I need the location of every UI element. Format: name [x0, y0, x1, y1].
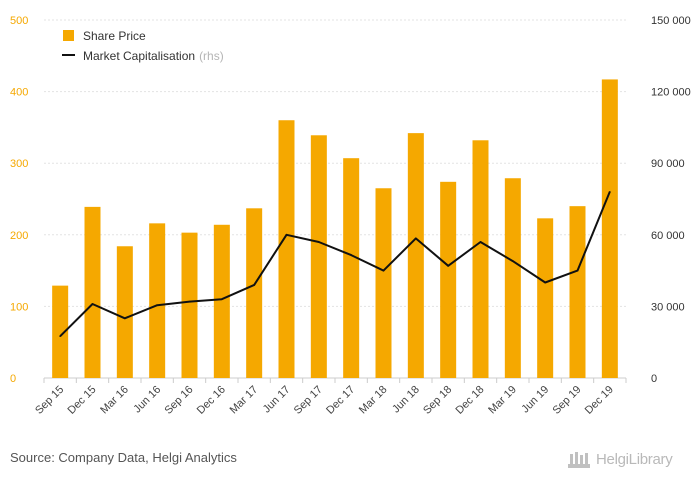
x-tick-label: Dec 16	[195, 384, 228, 417]
share-price-bar	[52, 285, 69, 378]
market-cap-point	[382, 269, 385, 272]
market-cap-point	[415, 237, 417, 240]
right-tick-label: 60 000	[651, 230, 685, 242]
share-price-bar	[246, 208, 263, 378]
market-cap-point	[221, 298, 223, 301]
share-price-bar	[504, 178, 521, 378]
legend-label-market-cap: Market Capitalisation (rhs)	[83, 49, 224, 63]
x-tick-label: Sep 19	[550, 384, 583, 417]
market-cap-point	[544, 281, 546, 284]
share-price-bar	[278, 120, 295, 379]
left-axis: 0 100 200 300 400 500	[10, 15, 28, 385]
legend: Share Price Market Capitalisation (rhs)	[62, 29, 224, 63]
brand-name: HelgiLibrary	[596, 451, 673, 468]
brand-logo[interactable]: HelgiLibrary	[566, 449, 694, 471]
market-cap-point	[253, 284, 255, 286]
share-price-bar	[343, 158, 360, 378]
right-tick-label: 120 000	[651, 87, 691, 99]
legend-label-share-price: Share Price	[83, 29, 146, 43]
legend-swatch-share-price	[63, 30, 74, 41]
market-cap-point	[91, 303, 94, 305]
right-tick-label: 30 000	[651, 301, 685, 313]
share-price-bar	[537, 218, 554, 378]
market-cap-point	[156, 304, 158, 307]
share-price-bar	[472, 140, 489, 378]
right-tick-label: 90 000	[651, 158, 685, 170]
share-price-bar	[181, 232, 198, 378]
x-tick-label: Mar 18	[357, 384, 390, 417]
x-tick-label: Jun 16	[131, 384, 163, 416]
market-cap-point	[479, 241, 482, 243]
legend-label-market-cap-name: Market Capitalisation	[83, 49, 195, 63]
x-tick-label: Jun 19	[519, 384, 551, 416]
market-cap-point	[512, 260, 514, 262]
x-tick-label: Sep 17	[292, 384, 325, 417]
x-tick-label: Mar 17	[228, 384, 261, 417]
market-cap-point	[285, 234, 288, 236]
share-price-bar	[375, 188, 392, 378]
share-price-bar	[440, 181, 457, 378]
market-cap-point	[576, 269, 579, 272]
share-price-bar	[601, 79, 618, 378]
library-icon	[568, 452, 590, 468]
x-axis: Sep 15 Dec 15 Mar 16 Jun 16 Sep 16 Dec 16 Mar …	[33, 378, 627, 417]
market-cap-point	[350, 254, 352, 256]
x-tick-label: Dec 15	[65, 384, 98, 417]
market-cap-series-line	[59, 191, 611, 337]
chart: 0 100 200 300 400 500 0 30 000 60 000 90 000 120 …	[10, 15, 691, 417]
share-price-bar	[213, 224, 230, 378]
left-tick-label: 300	[10, 158, 28, 170]
x-tick-label: Jun 18	[390, 384, 422, 416]
x-tick-label: Dec 18	[453, 384, 486, 417]
x-tick-label: Jun 17	[261, 384, 293, 416]
share-price-bar	[407, 133, 424, 378]
market-cap-point	[447, 265, 449, 267]
right-tick-label: 0	[651, 373, 657, 385]
share-price-bar	[116, 246, 133, 378]
x-tick-label: Mar 19	[486, 384, 519, 417]
share-price-bars	[52, 79, 618, 379]
legend-label-rhs: (rhs)	[199, 49, 224, 63]
right-tick-label: 150 000	[651, 15, 691, 27]
x-tick-label: Dec 17	[324, 384, 357, 417]
market-cap-point	[609, 191, 611, 193]
left-tick-label: 100	[10, 301, 28, 313]
x-tick-label: Dec 19	[583, 384, 616, 417]
share-price-bar	[149, 223, 166, 378]
market-cap-point	[318, 241, 320, 243]
left-tick-label: 500	[10, 15, 28, 27]
market-cap-point	[124, 317, 126, 320]
right-axis: 0 30 000 60 000 90 000 120 000 150 000	[651, 15, 691, 385]
left-tick-label: 0	[10, 373, 16, 385]
market-cap-point	[59, 335, 61, 338]
x-tick-label: Mar 16	[98, 384, 131, 417]
left-tick-label: 400	[10, 87, 28, 99]
share-price-bar	[84, 206, 101, 378]
x-tick-label: Sep 16	[162, 384, 195, 417]
market-cap-line	[59, 191, 611, 338]
x-tick-label: Sep 15	[33, 384, 66, 417]
market-cap-point	[188, 300, 191, 303]
source-note: Source: Company Data, Helgi Analytics	[10, 450, 237, 465]
x-tick-label: Sep 18	[421, 384, 454, 417]
left-tick-label: 200	[10, 230, 28, 242]
share-price-bar	[310, 135, 327, 378]
share-price-bar	[569, 206, 586, 378]
